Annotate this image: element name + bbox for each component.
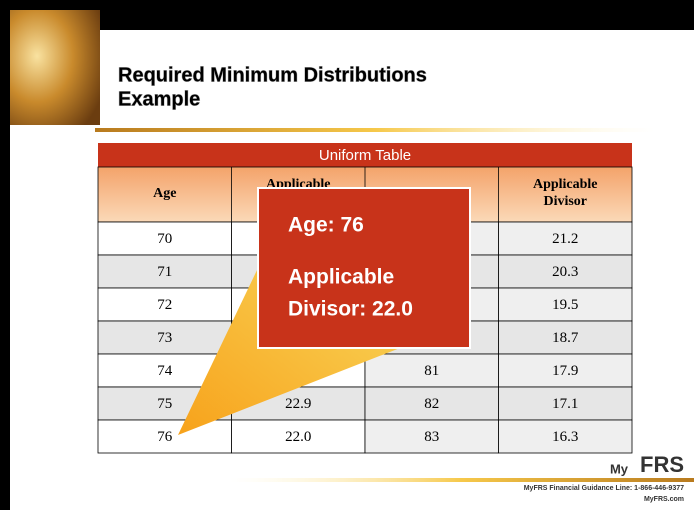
footer-line: MyFRS Financial Guidance Line: 1-866-446…	[524, 485, 684, 492]
logo: FRS	[640, 452, 684, 477]
cell: 20.3	[552, 264, 578, 280]
footer-site: MyFRS.com	[644, 496, 684, 503]
rule	[230, 478, 694, 482]
slide: Required Minimum Distributions Example U…	[0, 0, 694, 510]
page: Required Minimum Distributions Example U…	[0, 0, 694, 510]
cell: 17.9	[552, 363, 578, 379]
cell: 82	[424, 396, 439, 412]
cell: 22.0	[285, 429, 311, 445]
column-header: Age	[153, 186, 176, 201]
cell: 83	[424, 429, 439, 445]
cell: 75	[157, 396, 172, 412]
callout-text: Applicable	[288, 266, 394, 289]
cell: 18.7	[552, 330, 579, 346]
cell: 16.3	[552, 429, 578, 445]
logo-prefix: My	[610, 461, 629, 476]
callout-text: Age: 76	[288, 214, 364, 237]
cell: 74	[157, 363, 173, 379]
cell: 73	[157, 330, 172, 346]
cell: 72	[157, 297, 172, 313]
callout-text: Divisor: 22.0	[288, 298, 413, 321]
cell: 70	[157, 231, 172, 247]
cell: 17.1	[552, 396, 578, 412]
title: Required Minimum Distributions	[118, 64, 427, 86]
cell: 76	[157, 429, 173, 445]
cell: 22.9	[285, 396, 311, 412]
rule	[95, 128, 655, 132]
cell: 71	[157, 264, 172, 280]
clock-image	[10, 10, 100, 125]
table-caption: Uniform Table	[319, 147, 411, 164]
cell: 19.5	[552, 297, 578, 313]
cell: 21.2	[552, 231, 578, 247]
cell: 81	[424, 363, 439, 379]
title: Example	[118, 88, 200, 110]
